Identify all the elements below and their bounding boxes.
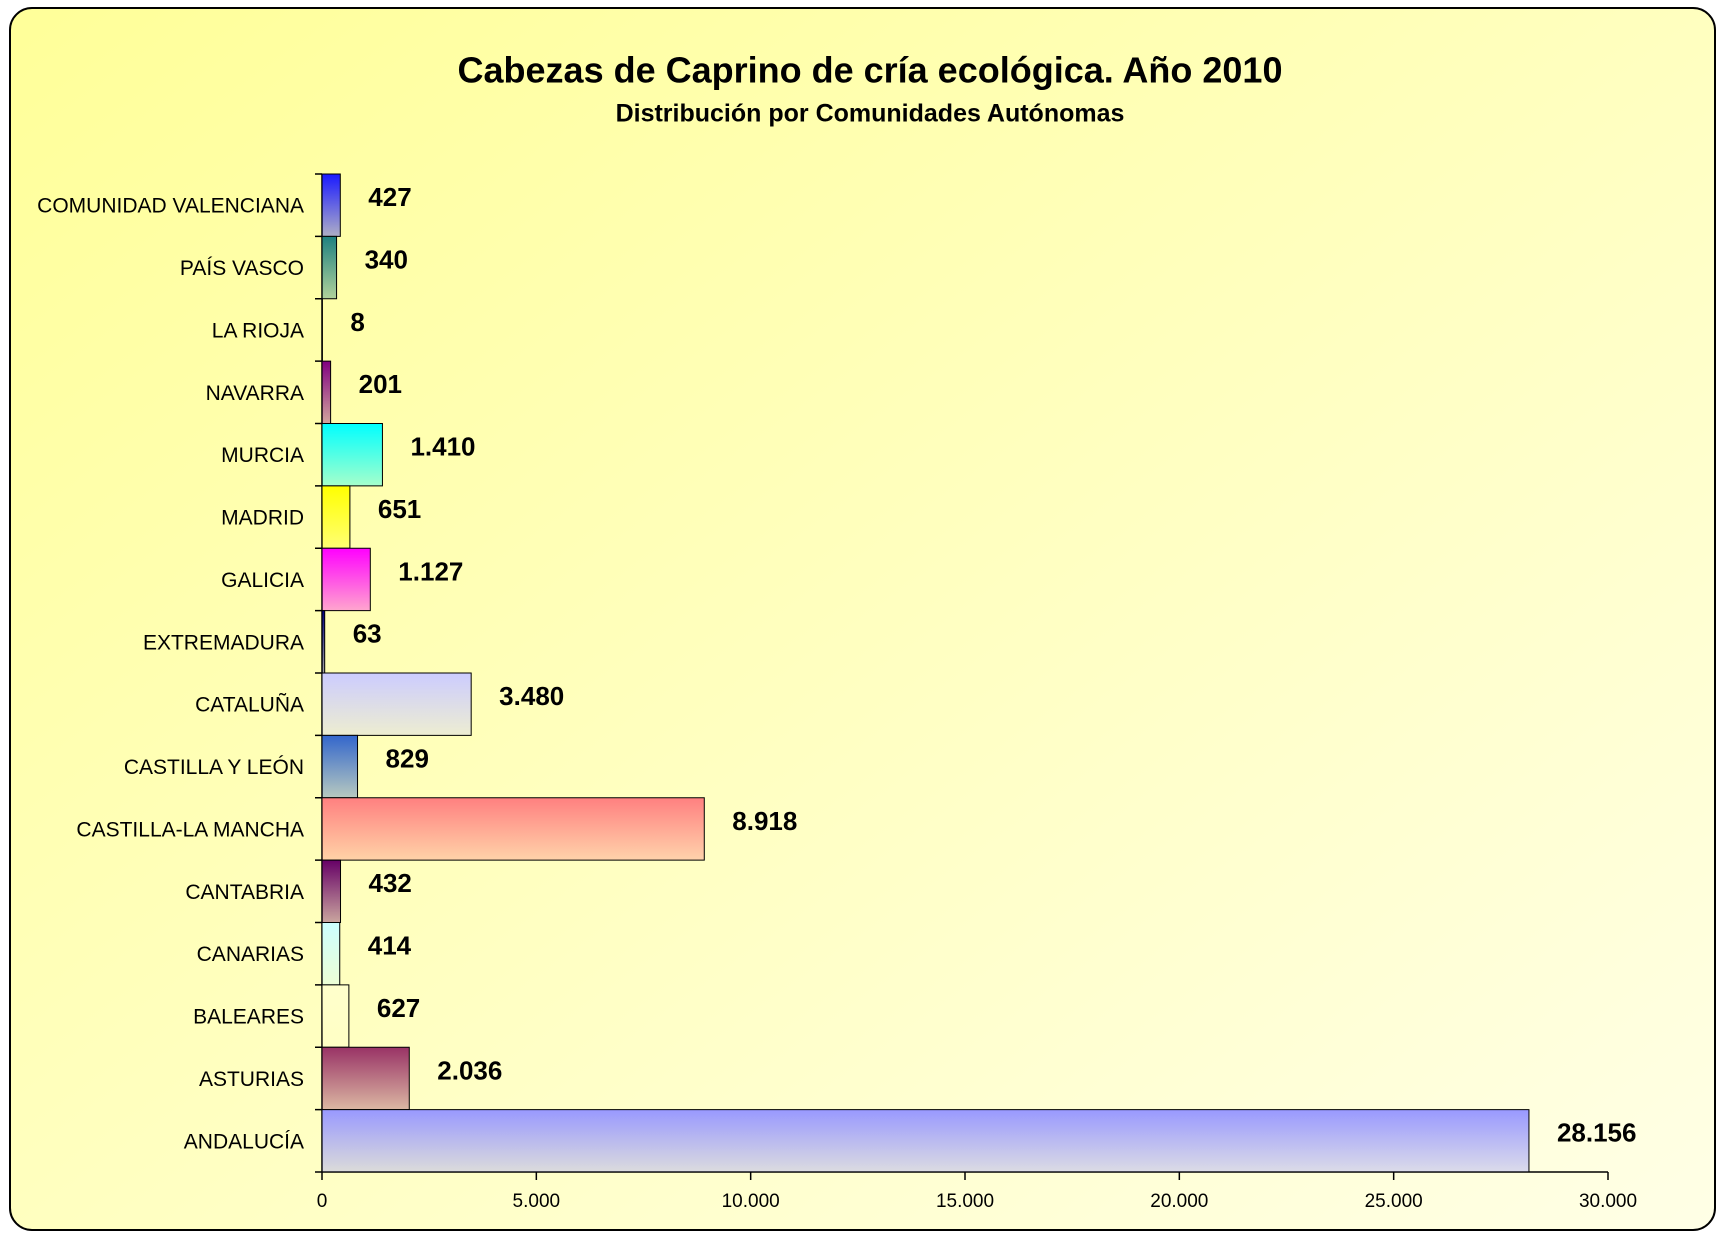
chart-title: Cabezas de Caprino de cría ecológica. Añ… — [458, 50, 1283, 91]
y-tick-label: COMUNIDAD VALENCIANA — [37, 195, 304, 218]
data-label: 432 — [369, 868, 412, 898]
y-tick-label: ASTURIAS — [199, 1068, 304, 1091]
y-tick-label: MADRID — [221, 507, 304, 530]
data-label: 28.156 — [1557, 1118, 1637, 1148]
bar — [321, 547, 371, 612]
y-tick-label: MURCIA — [221, 444, 304, 467]
bar — [321, 797, 705, 861]
data-label: 651 — [378, 494, 421, 524]
bar — [321, 734, 359, 799]
y-tick-label: ANDALUCÍA — [184, 1130, 304, 1153]
x-tick-label: 25.000 — [1365, 1191, 1423, 1212]
data-label: 63 — [353, 619, 382, 649]
data-label: 3.480 — [499, 681, 564, 711]
x-tick-label: 20.000 — [1150, 1191, 1208, 1212]
x-tick-label: 30.000 — [1579, 1191, 1637, 1212]
y-tick-label: CANARIAS — [197, 943, 304, 966]
y-tick-label: CASTILLA Y LEÓN — [124, 756, 304, 779]
y-tick-label: CATALUÑA — [195, 693, 304, 717]
bar — [321, 423, 383, 487]
bar — [321, 984, 350, 1048]
bar — [321, 672, 472, 736]
data-label: 627 — [377, 993, 420, 1023]
bar — [321, 1109, 1530, 1173]
x-tick-label: 5.000 — [513, 1191, 561, 1212]
y-tick-label: CANTABRIA — [185, 881, 304, 904]
x-tick-label: 15.000 — [936, 1191, 994, 1212]
data-label: 1.410 — [410, 432, 475, 462]
y-tick-label: GALICIA — [221, 569, 304, 592]
chart-background — [9, 7, 1716, 1231]
bar — [321, 1046, 410, 1111]
y-tick-label: EXTREMADURA — [143, 631, 304, 654]
bar — [321, 173, 341, 237]
data-label: 2.036 — [437, 1055, 502, 1085]
data-label: 1.127 — [398, 556, 463, 586]
bar — [321, 235, 338, 300]
bar — [321, 360, 332, 424]
x-tick-label: 0 — [317, 1191, 328, 1212]
data-label: 414 — [368, 931, 412, 961]
data-label: 427 — [368, 182, 411, 212]
bar — [321, 922, 341, 986]
x-tick-label: 10.000 — [722, 1191, 780, 1212]
y-tick-label: CASTILLA-LA MANCHA — [76, 818, 304, 841]
bar — [321, 610, 326, 674]
y-tick-label: BALEARES — [193, 1006, 304, 1029]
data-label: 201 — [359, 369, 402, 399]
data-label: 8 — [350, 307, 364, 337]
y-tick-label: NAVARRA — [206, 382, 304, 405]
data-label: 340 — [365, 244, 408, 274]
y-tick-label: LA RIOJA — [212, 319, 304, 342]
y-tick-label: PAÍS VASCO — [180, 257, 304, 280]
bar — [321, 859, 342, 923]
bar — [321, 485, 351, 549]
chart-subtitle: Distribución por Comunidades Autónomas — [616, 100, 1125, 128]
data-label: 8.918 — [732, 806, 797, 836]
data-label: 829 — [386, 743, 429, 773]
